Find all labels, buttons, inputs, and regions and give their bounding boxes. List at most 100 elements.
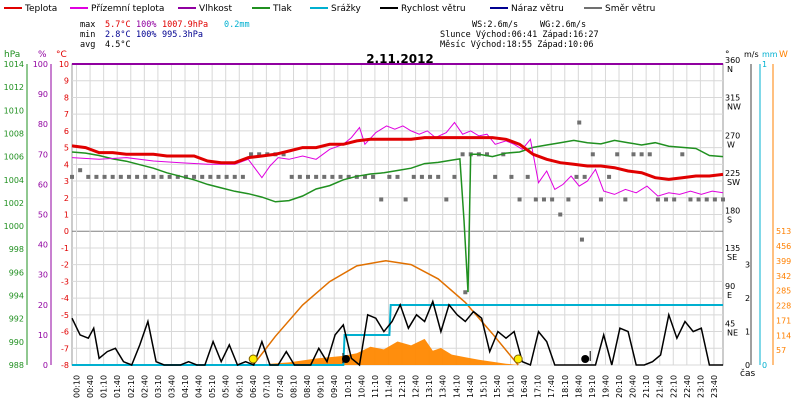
radiation-tick-label: 456	[776, 242, 791, 251]
info-block: WS:2.6m/s WG:2.6m/s Slunce Východ:06:41 …	[440, 20, 599, 50]
stats-max-label: max	[80, 20, 95, 30]
direction-point	[582, 174, 587, 179]
direction-point	[558, 212, 563, 217]
legend-item-prizemni-teplota: Přízemní teplota	[70, 4, 164, 14]
time-tick-label: 14:10	[452, 375, 461, 398]
legend-label: Teplota	[24, 4, 57, 14]
stats-min-label: min	[80, 30, 95, 40]
temperature-tick-label: 0	[64, 227, 69, 236]
direction-point	[330, 174, 335, 179]
time-tick-label: 07:10	[262, 375, 271, 398]
legend-item-rychlost-vetru: Rychlost větru	[380, 4, 466, 14]
pressure-tick-label: 994	[9, 292, 24, 301]
direction-tick-name: SW	[727, 178, 740, 187]
direction-point	[387, 174, 392, 179]
direction-point	[305, 174, 310, 179]
direction-point	[579, 237, 584, 242]
direction-point	[525, 174, 530, 179]
direction-point	[322, 174, 327, 179]
pressure-tick-label: 996	[9, 268, 24, 277]
direction-point	[175, 174, 180, 179]
direction-tick-label: 45	[725, 319, 735, 328]
time-tick-label: 05:10	[208, 375, 217, 398]
time-tick-label: 17:10	[534, 375, 543, 398]
time-tick-label: 20:10	[615, 375, 624, 398]
time-tick-label: 16:10	[507, 375, 516, 398]
info-wg: WG:2.6m/s	[540, 20, 586, 30]
info-sun: Slunce Východ:06:41 Západ:16:27	[440, 30, 599, 40]
direction-point	[696, 197, 701, 202]
time-tick-label: 02:40	[140, 375, 149, 398]
temperature-tick-label: -5	[61, 311, 69, 320]
direction-point	[647, 152, 652, 157]
direction-tick-label: 180	[725, 207, 740, 216]
direction-point	[566, 197, 571, 202]
legend-item-tlak: Tlak	[252, 4, 293, 14]
moonrise-marker	[581, 355, 590, 363]
time-tick-label: 01:10	[100, 375, 109, 398]
direction-point	[615, 152, 620, 157]
direction-tick-label: 225	[725, 169, 740, 178]
humidity-tick-label: 100	[33, 60, 48, 69]
time-tick-label: 04:10	[181, 375, 190, 398]
direction-point	[249, 152, 254, 157]
humidity-tick-label: 70	[38, 150, 48, 159]
direction-tick-name: NE	[727, 328, 738, 337]
temperature-tick-label: 10	[59, 60, 69, 69]
direction-point	[485, 152, 490, 157]
direction-point	[314, 174, 319, 179]
direction-point	[533, 197, 538, 202]
radiation-tick-label: 342	[776, 272, 791, 281]
direction-point	[70, 174, 74, 179]
markers	[248, 351, 591, 364]
time-tick-label: 06:40	[249, 375, 258, 398]
pressure-tick-label: 1006	[4, 153, 24, 162]
direction-point	[257, 152, 262, 157]
ground-temperature-line	[71, 121, 724, 197]
time-tick-label: 08:10	[290, 375, 299, 398]
axis-title-rain: mm	[762, 50, 778, 59]
wind-tick-label: 1	[745, 328, 750, 337]
temperature-tick-label: -8	[61, 361, 69, 370]
direction-point	[289, 174, 294, 179]
pressure-tick-label: 990	[9, 338, 24, 347]
direction-point	[192, 174, 197, 179]
direction-point	[200, 174, 205, 179]
time-tick-label: 18:10	[561, 375, 570, 398]
time-tick-label: 09:40	[330, 375, 339, 398]
temperature-tick-label: 8	[64, 93, 69, 102]
radiation-tick-label: 228	[776, 302, 791, 311]
wind-speed-line	[71, 299, 723, 367]
direction-point	[94, 174, 99, 179]
pressure-tick-label: 1012	[4, 83, 24, 92]
time-tick-label: 19:40	[601, 375, 610, 398]
time-tick-label: 02:10	[127, 375, 136, 398]
direction-point	[208, 174, 213, 179]
direction-tick-label: 270	[725, 131, 740, 140]
direction-point	[183, 174, 188, 179]
direction-point	[704, 197, 709, 202]
info-moon: Měsíc Východ:18:55 Západ:10:06	[440, 40, 594, 50]
direction-point	[623, 197, 628, 202]
direction-tick-label: 135	[725, 244, 740, 253]
humidity-tick-label: 40	[38, 241, 48, 250]
direction-point	[143, 174, 148, 179]
temperature-tick-label: 7	[64, 110, 69, 119]
legend-label: Rychlost větru	[401, 4, 466, 14]
humidity-tick-label: 90	[38, 90, 48, 99]
time-tick-label: 19:10	[588, 375, 597, 398]
time-tick-label: 11:10	[371, 375, 380, 398]
time-tick-label: 00:10	[73, 375, 82, 398]
stats-min-press: 995.3hPa	[162, 30, 203, 40]
legend-label: Směr větru	[605, 4, 655, 14]
wind-tick-label: 3	[745, 261, 750, 270]
time-tick-label: 15:10	[479, 375, 488, 398]
sunrise-marker	[248, 354, 258, 364]
direction-tick-name: SE	[727, 253, 737, 262]
direction-point	[444, 197, 449, 202]
stats-max-temp: 5.7°C	[105, 20, 131, 30]
time-tick-label: 00:40	[86, 375, 95, 398]
pressure-tick-label: 1000	[4, 222, 24, 231]
time-tick-label: 23:40	[710, 375, 719, 398]
time-tick-label: 08:40	[303, 375, 312, 398]
